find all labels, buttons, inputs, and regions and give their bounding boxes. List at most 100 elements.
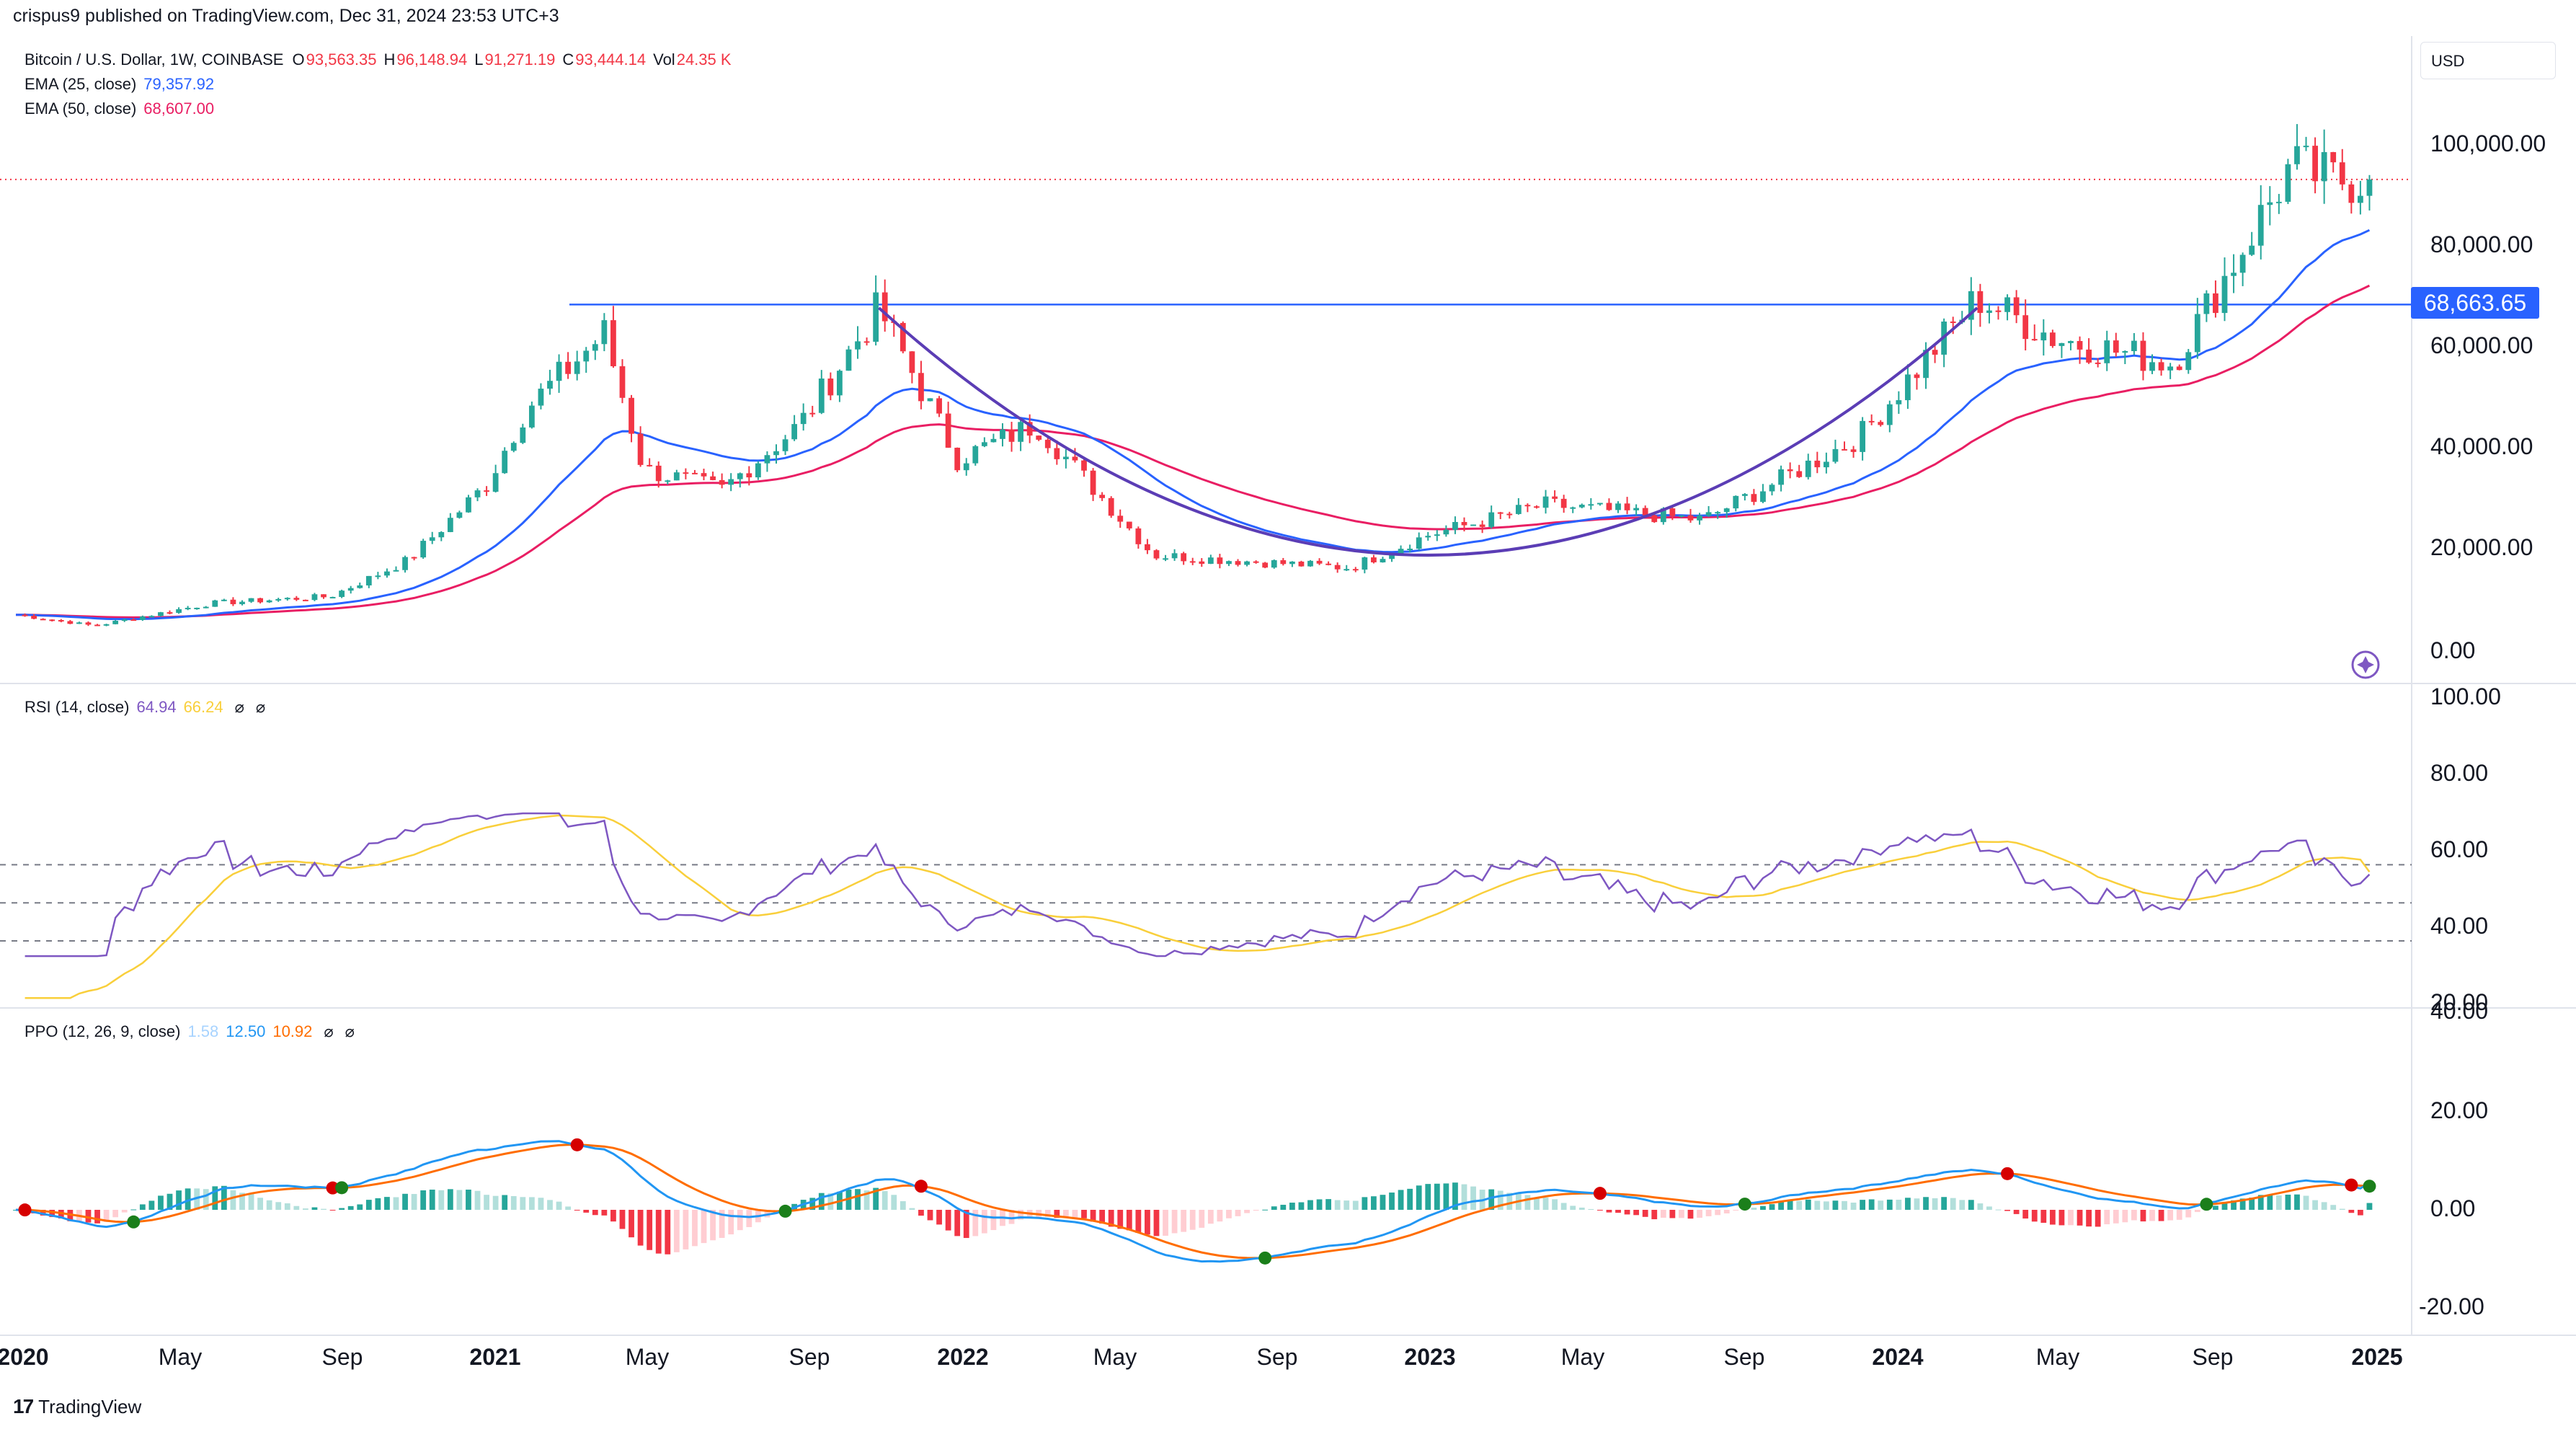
- ppo-tick: 0.00: [2430, 1195, 2476, 1221]
- ppo-histogram-bar: [900, 1201, 906, 1210]
- candle-body: [845, 349, 852, 371]
- candle-body: [2068, 340, 2074, 343]
- time-tick: Sep: [1256, 1344, 1298, 1370]
- candle-body: [2312, 146, 2318, 182]
- candle-body: [1796, 471, 1803, 477]
- tradingview-icon: 17: [13, 1395, 34, 1417]
- compass-icon[interactable]: [2351, 650, 2380, 679]
- candle-body: [2113, 340, 2119, 353]
- ppo-histogram-bar: [1171, 1210, 1178, 1234]
- ppo-histogram-bar: [827, 1193, 834, 1210]
- candle-body: [1769, 485, 1775, 492]
- candle-body: [1715, 512, 1721, 514]
- candle-body: [502, 451, 508, 474]
- ppo-tick: -20.00: [2419, 1293, 2484, 1319]
- candle-body: [2104, 340, 2110, 363]
- candle-body: [1823, 461, 1829, 468]
- currency-button[interactable]: USD: [2420, 42, 2556, 79]
- candle-body: [2077, 340, 2083, 350]
- ppo-histogram-bar: [1343, 1200, 1350, 1210]
- ppo-histogram-bar: [303, 1208, 308, 1210]
- candle-body: [710, 476, 716, 480]
- candle-body: [2294, 146, 2300, 164]
- ppo-histogram-bar: [909, 1208, 915, 1210]
- candle-body: [166, 612, 173, 614]
- candle-body: [1181, 553, 1187, 562]
- ppo-histogram-bar: [1868, 1199, 1875, 1210]
- time-tick: Sep: [2192, 1344, 2234, 1370]
- candle-body: [1679, 515, 1684, 517]
- candle-body: [701, 473, 707, 477]
- candle-body: [1226, 561, 1232, 565]
- candle-body: [1542, 496, 1549, 508]
- candle-body: [347, 588, 354, 591]
- candle-body: [22, 614, 28, 616]
- ppo-histogram-bar: [2022, 1210, 2029, 1219]
- ppo-histogram-bar: [891, 1195, 897, 1210]
- ppo-histogram-bar: [520, 1197, 526, 1210]
- ppo-histogram-bar: [1679, 1210, 1684, 1218]
- candle-body: [2267, 202, 2273, 205]
- ppo-value: 12.50: [226, 1022, 266, 1040]
- candle-body: [1371, 557, 1377, 562]
- ppo-histogram-bar: [1723, 1210, 1730, 1213]
- candle-body: [203, 606, 209, 609]
- candle-body: [2095, 362, 2101, 364]
- candle-body: [67, 621, 74, 624]
- ppo-histogram-bar: [2249, 1198, 2255, 1210]
- ppo-histogram-bar: [166, 1193, 173, 1210]
- ema25-legend[interactable]: EMA (25, close) 79,357.92: [25, 75, 215, 93]
- ema50-legend[interactable]: EMA (50, close) 68,607.00: [25, 99, 215, 118]
- ppo-histogram-bar: [275, 1202, 282, 1210]
- candle-body: [103, 624, 110, 626]
- candle-body: [365, 575, 372, 585]
- candle-body: [1515, 505, 1522, 514]
- price-tick: 60,000.00: [2430, 332, 2533, 358]
- candle-body: [212, 600, 218, 607]
- candle-body: [945, 413, 951, 448]
- ppo-histogram-bar: [2176, 1210, 2182, 1220]
- ppo-histogram-bar: [574, 1210, 580, 1211]
- ema25-value: 79,357.92: [143, 75, 215, 93]
- ppo-histogram-bar: [1950, 1198, 1956, 1210]
- candle-body: [1407, 548, 1413, 550]
- ppo-histogram-bar: [637, 1210, 644, 1246]
- ppo-cross-marker: [1258, 1251, 1272, 1265]
- candle-body: [1660, 508, 1666, 523]
- ppo-legend[interactable]: PPO (12, 26, 9, close) 1.58 12.50 10.92 ⌀ ⌀: [25, 1022, 355, 1040]
- candle-body: [266, 600, 272, 603]
- cup-pattern-curve: [877, 306, 1978, 557]
- candle-body: [601, 320, 608, 345]
- ppo-histogram-bar: [665, 1210, 671, 1255]
- ppo-histogram-bar: [1226, 1210, 1232, 1218]
- ppo-histogram-bar: [365, 1200, 372, 1210]
- candle-body: [248, 598, 254, 602]
- candle-body: [1207, 557, 1214, 565]
- ppo-histogram-bar: [918, 1210, 924, 1216]
- candle-body: [1850, 449, 1857, 452]
- candle-body: [1044, 439, 1051, 448]
- ppo-histogram-bar: [619, 1210, 626, 1229]
- resistance-price-tag[interactable]: 68,663.65: [2411, 287, 2539, 319]
- ppo-histogram-bar: [2031, 1210, 2038, 1222]
- ppo-histogram-bar: [1163, 1210, 1168, 1236]
- candle-body: [2004, 297, 2010, 312]
- ppo-histogram-bar: [1850, 1203, 1857, 1210]
- ppo-histogram-bar: [1814, 1200, 1821, 1210]
- ppo-line: [15, 1140, 2371, 1263]
- ppo-histogram-bar: [1181, 1210, 1187, 1232]
- rsi-legend[interactable]: RSI (14, close) 64.94 66.24 ⌀ ⌀: [25, 698, 266, 716]
- ppo-histogram-bar: [492, 1195, 499, 1210]
- tradingview-logo[interactable]: 17 TradingView: [13, 1395, 142, 1417]
- candle-body: [1606, 503, 1612, 510]
- candle-body: [2140, 340, 2146, 371]
- candle-body: [1443, 529, 1449, 535]
- ppo-histogram-bar: [2068, 1210, 2074, 1226]
- candle-body: [1244, 561, 1250, 565]
- time-tick: May: [1093, 1344, 1137, 1370]
- candle-body: [1687, 515, 1694, 521]
- candle-body: [438, 531, 445, 538]
- candle-body: [466, 497, 471, 513]
- ppo-histogram-bar: [990, 1210, 997, 1231]
